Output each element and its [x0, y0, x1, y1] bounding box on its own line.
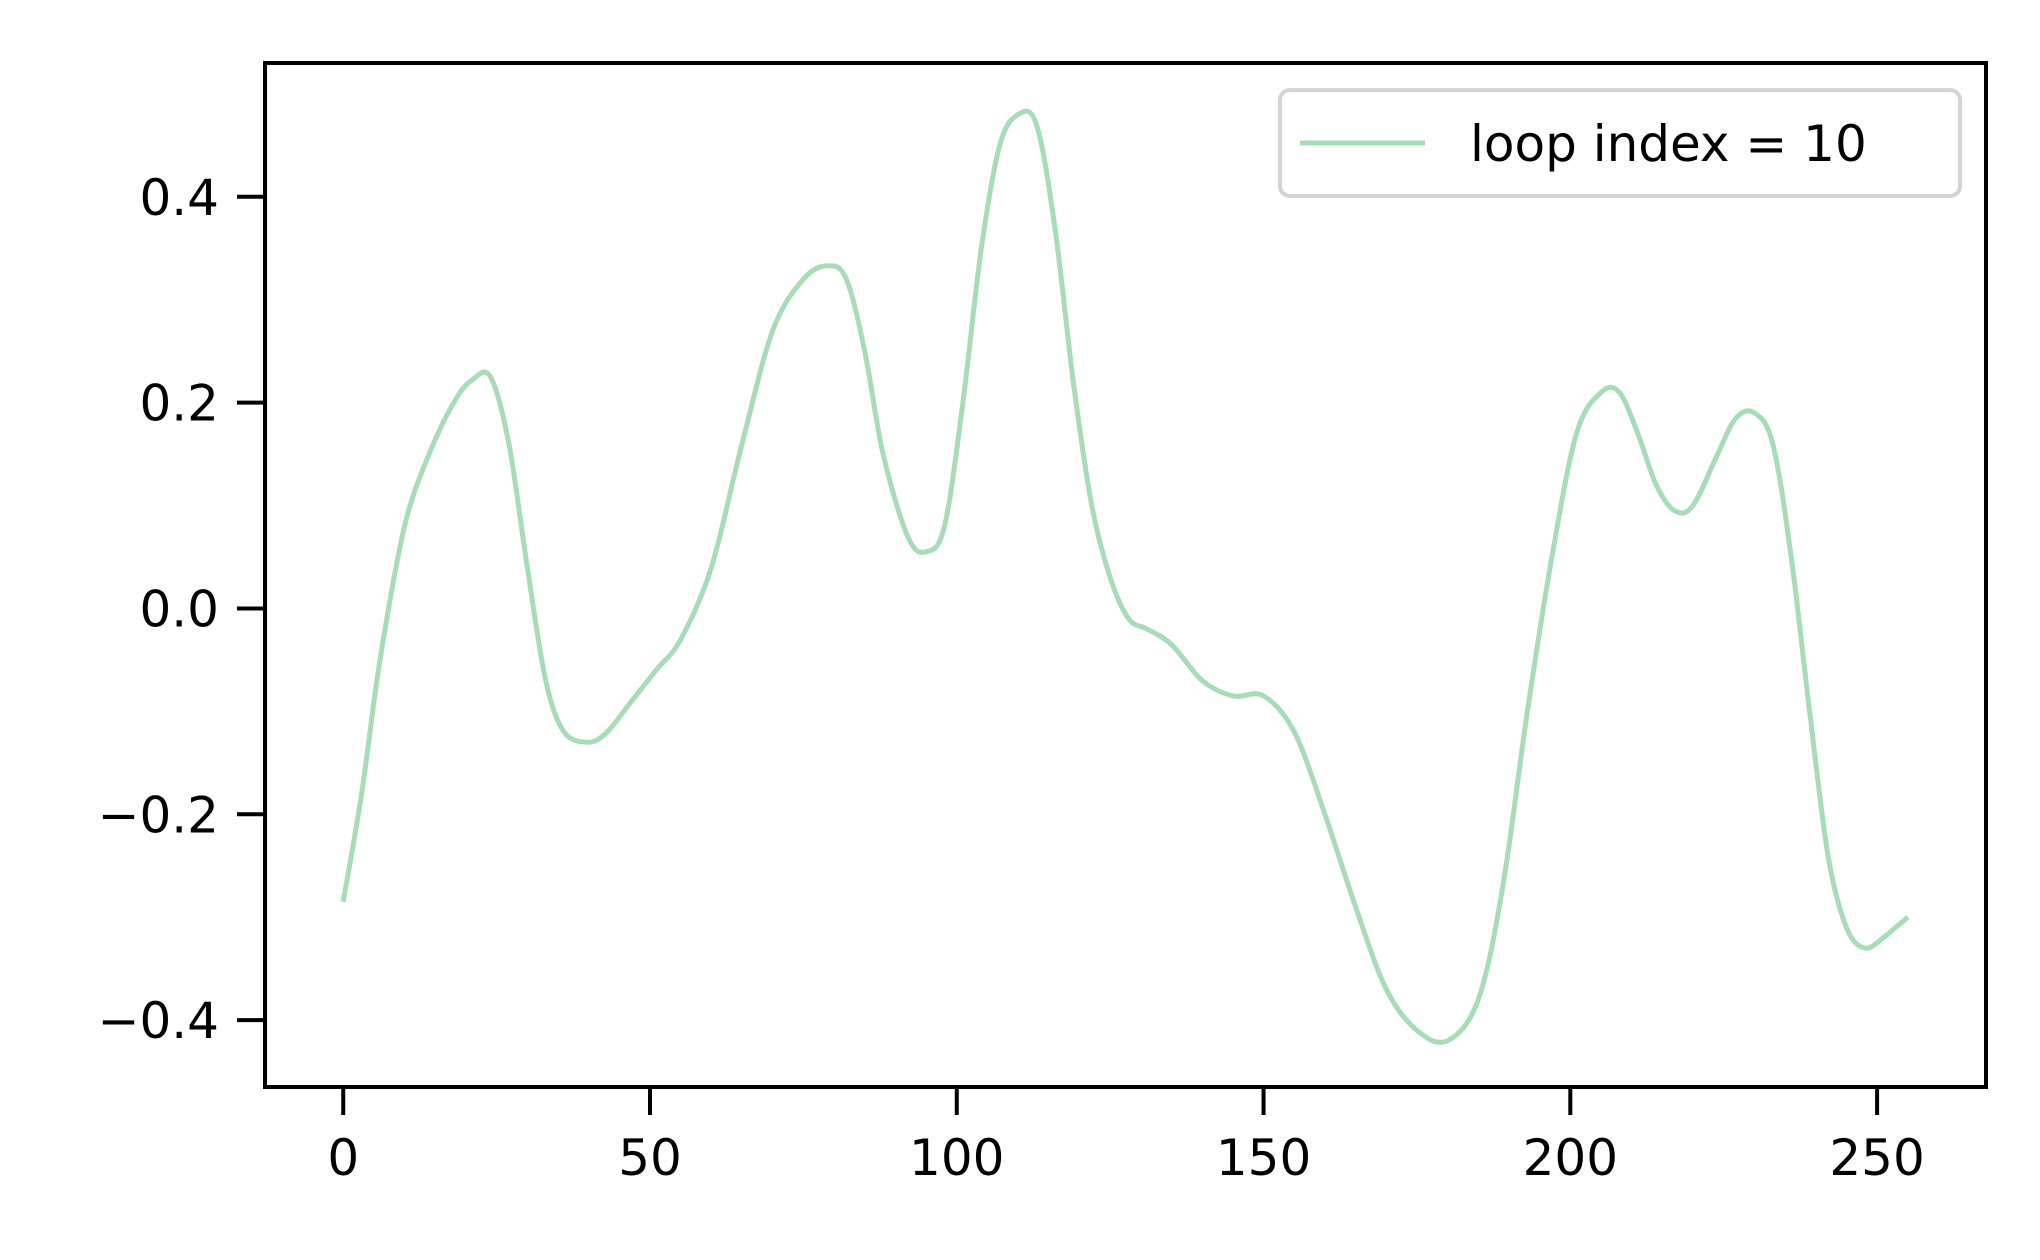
plot-frame	[263, 61, 1988, 1089]
x-tick-label: 150	[1216, 1129, 1311, 1187]
y-tick-label: −0.4	[98, 992, 219, 1050]
x-tick-label: 0	[327, 1129, 359, 1187]
legend: loop index = 10	[1278, 88, 1962, 198]
legend-box	[1278, 88, 1962, 198]
x-tick-label: 100	[909, 1129, 1004, 1187]
legend-label: loop index = 10	[1470, 115, 1867, 173]
ticks-layer: 0 50 100 150 200 250 −0.4 −0.2 0.0 0.2 0.4	[98, 169, 1925, 1187]
x-tick-label: 200	[1523, 1129, 1618, 1187]
x-tick-label: 50	[618, 1129, 682, 1187]
x-tick-label: 250	[1829, 1129, 1924, 1187]
series-layer	[340, 108, 1910, 1045]
y-tick-label: 0.4	[139, 169, 219, 227]
y-tick-label: 0.2	[139, 375, 219, 433]
y-tick-label: −0.2	[98, 786, 219, 844]
y-tick-label: 0.0	[139, 580, 219, 638]
series-line	[340, 108, 1910, 1045]
